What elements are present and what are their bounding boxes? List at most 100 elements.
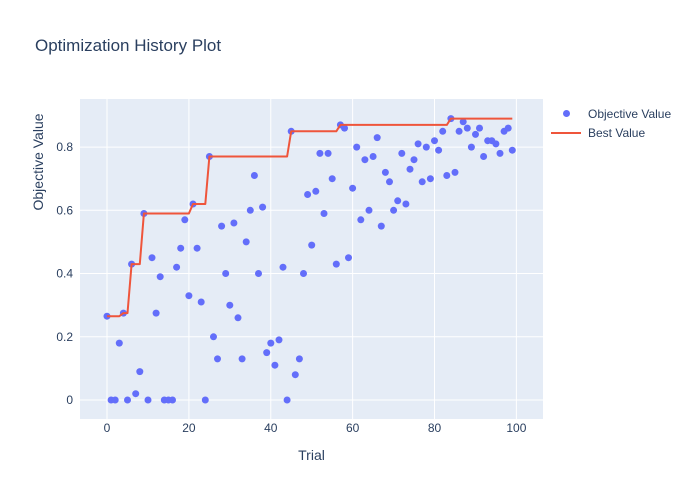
scatter-point — [496, 149, 504, 157]
scatter-point — [291, 371, 299, 379]
scatter-point — [435, 146, 443, 154]
scatter-point — [300, 270, 307, 277]
x-tick-label: 80 — [428, 421, 442, 435]
scatter-point — [152, 309, 160, 317]
scatter-point — [414, 140, 422, 148]
scatter-point — [349, 184, 357, 192]
scatter-point — [328, 175, 336, 183]
y-tick-label: 0.8 — [56, 140, 73, 154]
scatter-point — [451, 168, 459, 176]
scatter-point — [312, 187, 320, 195]
scatter-point — [439, 127, 447, 135]
best-value-line — [107, 117, 513, 318]
scatter-point — [467, 143, 475, 151]
y-tick-label: 0 — [66, 393, 73, 407]
scatter-point — [320, 210, 328, 217]
legend-item-objective-value[interactable]: Objective Value — [550, 104, 671, 123]
y-axis-title-text: Objective Value — [30, 113, 46, 211]
scatter-point — [390, 206, 398, 214]
scatter-point — [406, 165, 414, 173]
legend: Objective Value Best Value — [550, 104, 671, 142]
scatter-point — [324, 149, 332, 157]
scatter-point — [242, 238, 250, 246]
line-sample-icon — [550, 131, 582, 134]
scatter-point — [193, 244, 201, 252]
scatter-point — [255, 270, 262, 277]
scatter-point — [132, 390, 140, 398]
scatter-point — [369, 153, 377, 160]
x-tick-label: 100 — [506, 421, 526, 435]
y-tick-label: 0.6 — [56, 203, 73, 217]
scatter-point — [279, 263, 287, 271]
scatter-point — [275, 336, 283, 344]
scatter-point — [492, 140, 500, 148]
legend-label-objective-value: Objective Value — [588, 106, 672, 121]
legend-item-best-value[interactable]: Best Value — [550, 123, 671, 142]
y-tick-label: 0.2 — [56, 330, 73, 344]
scatter-point — [136, 368, 144, 376]
scatter-point — [259, 203, 267, 211]
scatter-point — [418, 178, 426, 186]
x-tick-label: 20 — [182, 421, 196, 435]
scatter-point — [463, 124, 471, 132]
plot-area[interactable] — [80, 99, 543, 419]
scatter-point — [156, 273, 164, 281]
scatter-point — [304, 191, 312, 198]
scatter-point — [124, 396, 131, 404]
scatter-point — [410, 156, 418, 164]
scatter-point — [426, 175, 434, 183]
scatter-point — [230, 219, 238, 227]
scatter-point — [271, 361, 279, 369]
scatter-point — [365, 206, 373, 214]
scatter-point — [263, 349, 271, 357]
scatter-point — [226, 301, 234, 309]
scatter-point — [480, 153, 488, 160]
scatter-point — [214, 355, 221, 363]
scatter-point — [250, 172, 258, 179]
scatter-point — [316, 149, 324, 157]
scatter-point — [222, 270, 230, 277]
scatter-point — [185, 292, 193, 300]
scatter-point — [283, 396, 291, 404]
scatter-point — [504, 124, 512, 132]
scatter-point — [472, 130, 479, 138]
scatter-point — [115, 339, 123, 347]
scatter-point — [377, 222, 385, 230]
scatter-point — [431, 137, 438, 145]
scatter-point — [234, 314, 242, 322]
scatter-point — [341, 124, 348, 132]
scatter-point — [443, 172, 451, 179]
scatter-point — [197, 298, 205, 306]
scatter-point — [476, 124, 483, 132]
scatter-point — [353, 143, 361, 151]
scatter-point — [201, 396, 209, 404]
scatter-point — [332, 260, 340, 268]
scatter-point — [218, 222, 226, 230]
scatter-point — [361, 156, 369, 164]
x-tick-label: 0 — [104, 421, 111, 435]
scatter-point — [345, 254, 352, 262]
chart-title: Optimization History Plot — [35, 36, 222, 55]
x-tick-label: 60 — [346, 421, 360, 435]
scatter-marker-icon — [550, 110, 582, 117]
scatter-point — [508, 146, 516, 154]
scatter-point — [357, 216, 365, 224]
legend-label-best-value: Best Value — [588, 125, 646, 140]
scatter-point — [177, 244, 185, 252]
x-axis-title: Trial — [298, 447, 325, 463]
scatter-point — [386, 178, 393, 186]
scatter-point — [308, 241, 316, 249]
scatter-point — [238, 355, 246, 363]
scatter-point — [402, 200, 410, 208]
scatter-point — [144, 396, 152, 404]
scatter-point — [295, 355, 303, 363]
scatter-point — [210, 333, 217, 341]
scatter-point — [373, 134, 381, 142]
scatter-point — [246, 206, 254, 214]
scatter-point — [267, 339, 275, 347]
scatter-point — [459, 118, 467, 126]
scatter-point — [111, 396, 119, 404]
scatter-point — [148, 254, 156, 262]
